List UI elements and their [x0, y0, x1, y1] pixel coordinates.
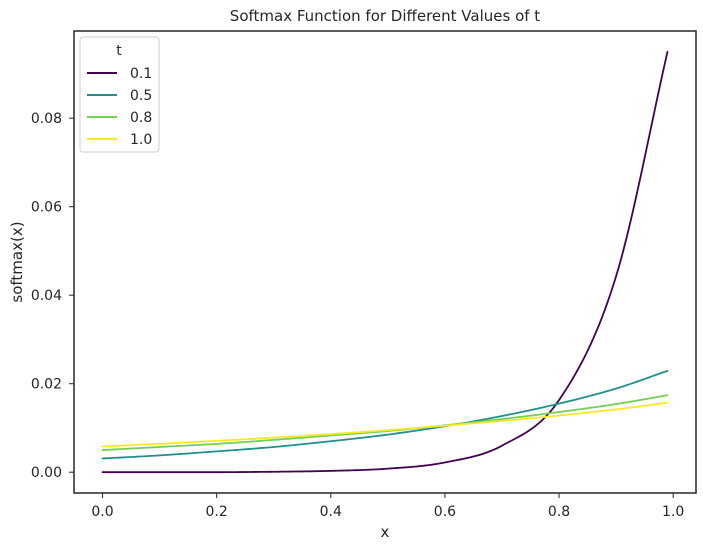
legend-label: 0.8 [130, 110, 152, 126]
series-line-1-0 [101, 401, 669, 448]
legend-label: 0.1 [130, 66, 152, 82]
x-tick-label: 0.0 [91, 504, 113, 520]
series-line-0-5 [101, 369, 669, 460]
legend-items: 0.1 0.5 0.8 1.0 [87, 66, 152, 148]
y-axis-ticks: 0.00 0.02 0.04 0.06 0.08 [31, 111, 74, 481]
x-tick-label: 0.6 [434, 504, 456, 520]
x-axis-label: x [381, 523, 390, 541]
x-axis-ticks: 0.0 0.2 0.4 0.6 0.8 1.0 [91, 493, 684, 520]
y-tick-label: 0.02 [31, 377, 62, 393]
x-tick-label: 0.2 [206, 504, 228, 520]
y-tick-label: 0.00 [31, 465, 62, 481]
legend-label: 1.0 [130, 132, 152, 148]
series-line-0-1 [101, 50, 669, 474]
y-tick-label: 0.04 [31, 288, 62, 304]
legend-box [79, 36, 160, 153]
plot-lines [101, 50, 669, 474]
x-tick-label: 0.4 [320, 504, 342, 520]
legend-label: 0.5 [130, 88, 152, 104]
y-axis-label: softmax(x) [8, 221, 26, 302]
x-tick-label: 0.8 [548, 504, 570, 520]
y-tick-label: 0.08 [31, 111, 62, 127]
legend-title: t [116, 43, 122, 59]
x-tick-label: 1.0 [662, 504, 684, 520]
chart-title: Softmax Function for Different Values of… [230, 7, 541, 25]
y-tick-label: 0.06 [31, 200, 62, 216]
legend: t 0.1 0.5 0.8 1.0 [79, 36, 160, 153]
plot-frame [73, 30, 697, 494]
